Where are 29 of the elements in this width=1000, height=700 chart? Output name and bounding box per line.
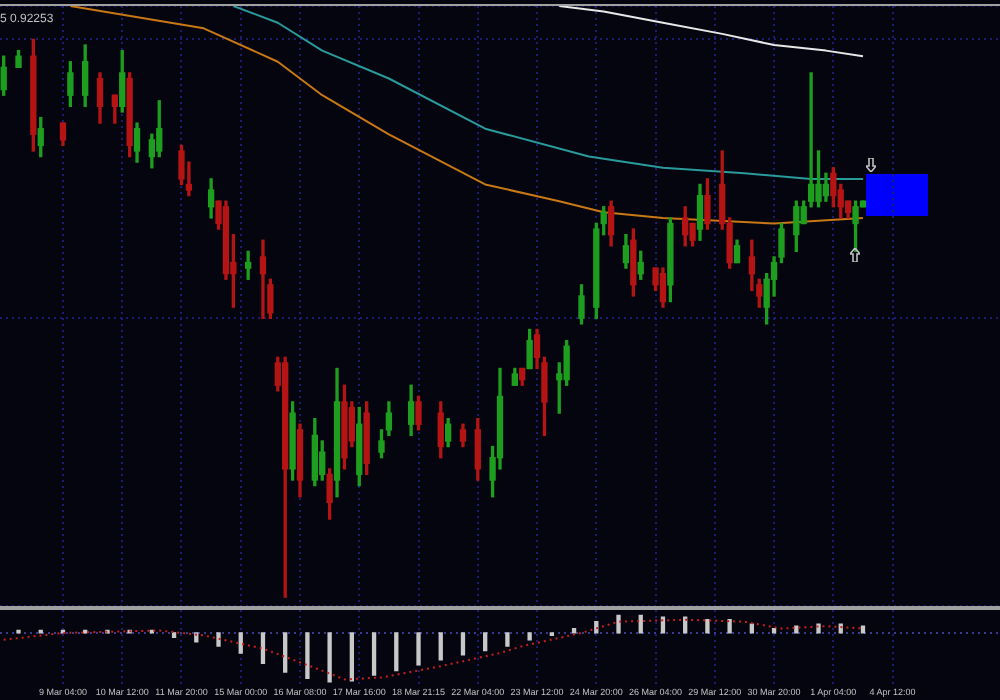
bar — [327, 632, 332, 683]
bar — [816, 623, 821, 634]
candlestick — [259, 239, 267, 319]
bar — [505, 632, 510, 647]
bar — [371, 632, 377, 676]
bar — [238, 632, 243, 654]
bar — [483, 632, 488, 652]
bar — [349, 632, 355, 682]
bar — [260, 632, 266, 664]
bar — [838, 623, 843, 634]
bar — [794, 625, 799, 634]
bar — [216, 632, 221, 647]
bar — [616, 614, 621, 634]
bar — [171, 632, 177, 638]
bar — [638, 614, 643, 634]
candlestick — [244, 250, 252, 280]
bar — [416, 632, 421, 666]
bar — [771, 627, 777, 634]
bar — [749, 623, 755, 634]
bar — [460, 632, 466, 656]
bar — [705, 619, 710, 634]
bar — [860, 625, 866, 634]
bar — [394, 632, 399, 672]
bar — [305, 632, 310, 680]
bar — [727, 619, 732, 634]
bar — [283, 632, 288, 673]
bar — [527, 632, 532, 641]
bar — [438, 632, 443, 661]
bar — [571, 627, 577, 634]
